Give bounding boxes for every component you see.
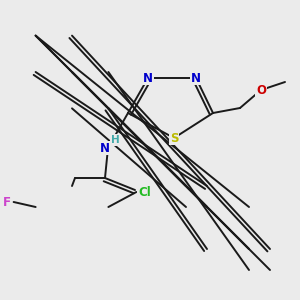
Text: S: S	[170, 131, 178, 145]
Text: N: N	[191, 71, 201, 85]
Text: O: O	[138, 184, 148, 196]
Text: F: F	[3, 196, 10, 208]
Text: N: N	[100, 142, 110, 154]
Text: O: O	[256, 83, 266, 97]
Text: N: N	[143, 71, 153, 85]
Text: H: H	[111, 135, 119, 145]
Text: Cl: Cl	[138, 185, 151, 199]
